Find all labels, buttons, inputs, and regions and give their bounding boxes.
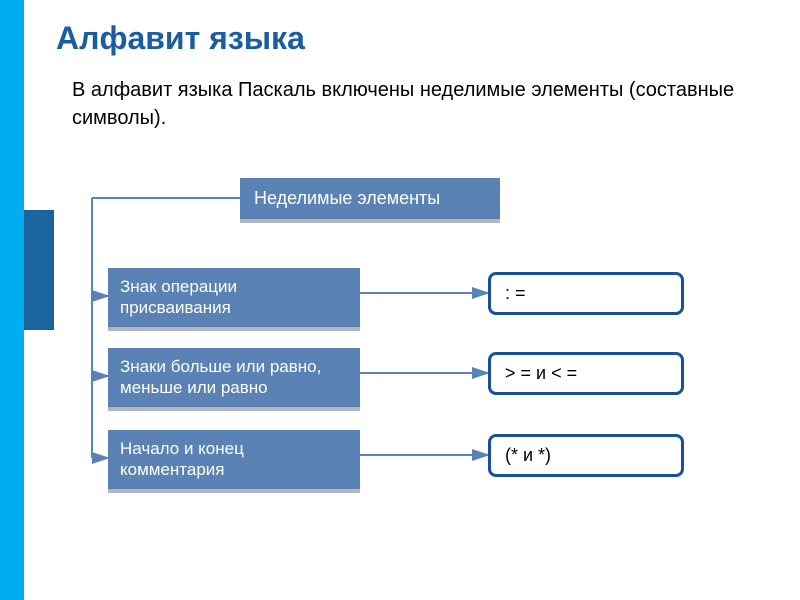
right-box-2: (* и *) — [488, 434, 684, 477]
main-box: Неделимые элементы — [240, 178, 500, 223]
left-accent-block — [24, 210, 54, 330]
page-subtitle: В алфавит языка Паскаль включены неделим… — [72, 76, 760, 132]
right-box-1: > = и < = — [488, 352, 684, 395]
left-accent-bar — [0, 0, 24, 600]
left-box-0: Знак операции присваивания — [108, 268, 360, 331]
right-box-0: : = — [488, 272, 684, 315]
left-box-2: Начало и конец комментария — [108, 430, 360, 493]
page-title: Алфавит языка — [56, 20, 305, 57]
left-box-1: Знаки больше или равно, меньше или равно — [108, 348, 360, 411]
